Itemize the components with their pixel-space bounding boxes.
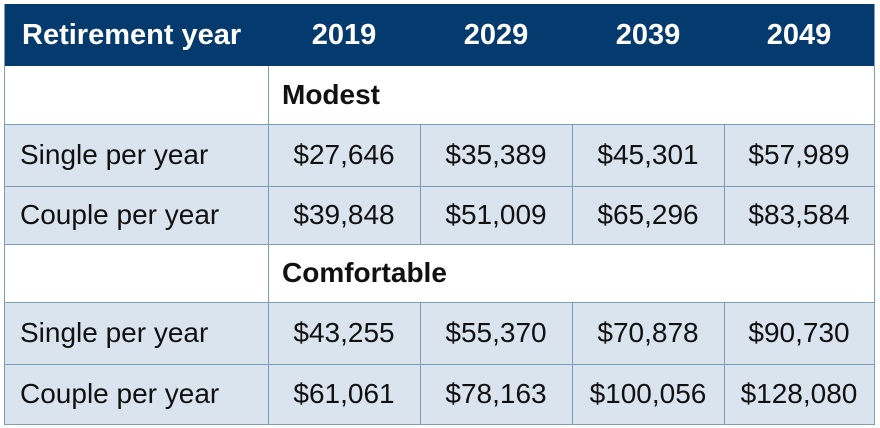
table-cell: $128,080 xyxy=(724,364,874,424)
group-label-spacer xyxy=(4,244,268,302)
table-cell: $27,646 xyxy=(268,124,420,186)
grid-line xyxy=(4,244,875,245)
header-year-2049: 2049 xyxy=(724,4,874,66)
table-cell: $57,989 xyxy=(724,124,874,186)
table-cell: $45,301 xyxy=(572,124,724,186)
grid-line xyxy=(4,124,875,125)
grid-line xyxy=(724,124,725,244)
table-cell: $43,255 xyxy=(268,302,420,364)
grid-line xyxy=(268,66,269,424)
grid-line xyxy=(724,302,725,424)
group-title-modest: Modest xyxy=(268,66,874,124)
table-cell: $78,163 xyxy=(420,364,572,424)
grid-line xyxy=(4,424,875,425)
table-cell: $70,878 xyxy=(572,302,724,364)
grid-line xyxy=(572,124,573,244)
table-cell: $39,848 xyxy=(268,186,420,244)
grid-line xyxy=(4,302,875,303)
row-label: Single per year xyxy=(4,302,268,364)
row-label: Couple per year xyxy=(4,186,268,244)
table-cell: $35,389 xyxy=(420,124,572,186)
grid-line xyxy=(4,186,875,187)
grid-line xyxy=(4,364,875,365)
group-label-spacer xyxy=(4,66,268,124)
table-cell: $65,296 xyxy=(572,186,724,244)
table-cell: $51,009 xyxy=(420,186,572,244)
group-title-comfortable: Comfortable xyxy=(268,244,874,302)
header-year-2019: 2019 xyxy=(268,4,420,66)
row-label: Single per year xyxy=(4,124,268,186)
row-label: Couple per year xyxy=(4,364,268,424)
grid-line xyxy=(4,4,5,424)
header-retirement-year: Retirement year xyxy=(4,4,268,66)
table-cell: $100,056 xyxy=(572,364,724,424)
table-cell: $55,370 xyxy=(420,302,572,364)
grid-line xyxy=(420,302,421,424)
grid-line xyxy=(420,124,421,244)
grid-line xyxy=(572,302,573,424)
header-year-2039: 2039 xyxy=(572,4,724,66)
table-cell: $61,061 xyxy=(268,364,420,424)
table-cell: $90,730 xyxy=(724,302,874,364)
header-year-2029: 2029 xyxy=(420,4,572,66)
table-cell: $83,584 xyxy=(724,186,874,244)
grid-line xyxy=(874,4,875,424)
